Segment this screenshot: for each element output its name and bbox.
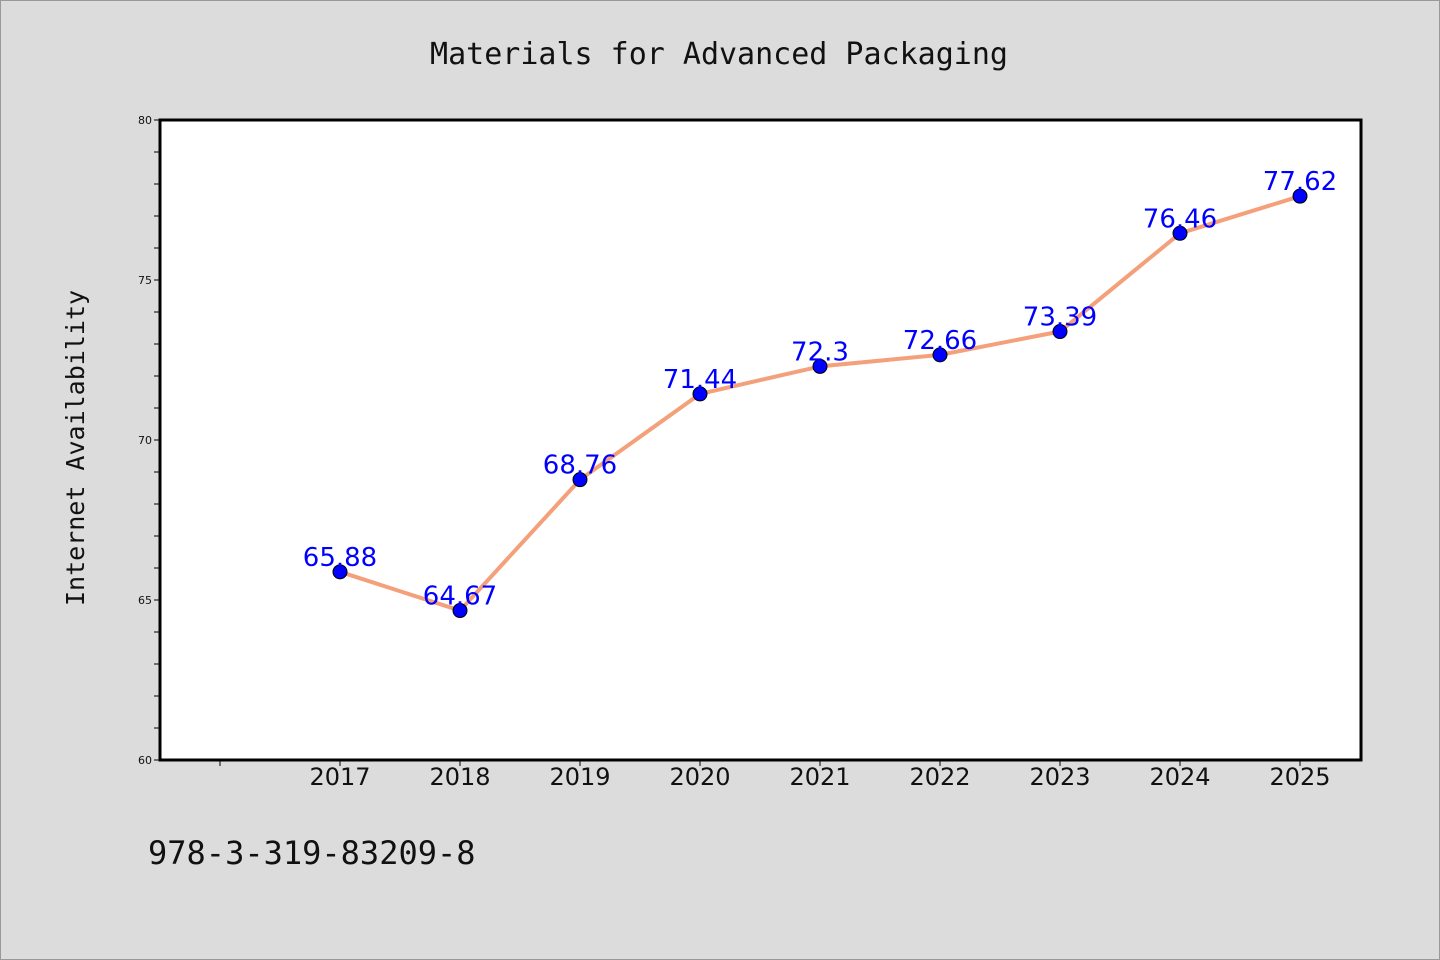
x-tick-label: 2019: [549, 763, 610, 791]
data-point-2019: [572, 472, 588, 488]
series-markers: [332, 188, 1308, 619]
data-label: 68.76: [543, 451, 617, 481]
y-tick-label: 65: [138, 594, 152, 607]
y-tick-label: 80: [138, 114, 152, 127]
x-tick-label: 2018: [429, 763, 490, 791]
data-point-2020: [692, 386, 708, 402]
data-label: 65.88: [303, 543, 377, 573]
x-axis-ticks: 2017 2018 2019 2020 2021 2022 2023 2024 2025: [219, 760, 1331, 791]
data-label: 77.62: [1263, 167, 1337, 197]
data-point-2018: [452, 603, 468, 619]
data-point-2023: [1052, 324, 1068, 340]
data-point-2025: [1292, 188, 1308, 204]
x-tick-label: 2025: [1269, 763, 1330, 791]
data-label: 71.44: [663, 365, 737, 395]
data-point-2021: [812, 358, 828, 374]
x-tick-label: 2021: [789, 763, 850, 791]
y-tick-label: 70: [138, 434, 152, 447]
plot-area: [158, 118, 1363, 762]
data-label: 72.66: [903, 326, 977, 356]
y-axis-ticks: 60 65 70 75 80: [138, 114, 160, 767]
data-label: 76.46: [1143, 204, 1217, 234]
x-tick-label: 2023: [1029, 763, 1090, 791]
data-point-2022: [932, 347, 948, 363]
chart-title: Materials for Advanced Packaging: [430, 37, 1008, 72]
x-tick-label: 2022: [909, 763, 970, 791]
x-tick-label: 2017: [309, 763, 370, 791]
data-point-2017: [332, 564, 348, 580]
data-label: 64.67: [423, 582, 497, 612]
y-axis-label: Internet Availability: [61, 290, 90, 606]
y-tick-label: 60: [138, 754, 152, 767]
x-tick-label: 2024: [1149, 763, 1210, 791]
y-tick-label: 75: [138, 274, 152, 287]
data-point-2024: [1172, 225, 1188, 241]
x-tick-label: 2020: [669, 763, 730, 791]
data-label: 73.39: [1023, 303, 1097, 333]
data-labels: 65.88 64.67 68.76 71.44 72.3 72.66 73.39 76.46 7…: [303, 167, 1337, 611]
isbn-code: 978-3-319-83209-8: [148, 834, 476, 872]
data-label: 72.3: [791, 337, 849, 367]
